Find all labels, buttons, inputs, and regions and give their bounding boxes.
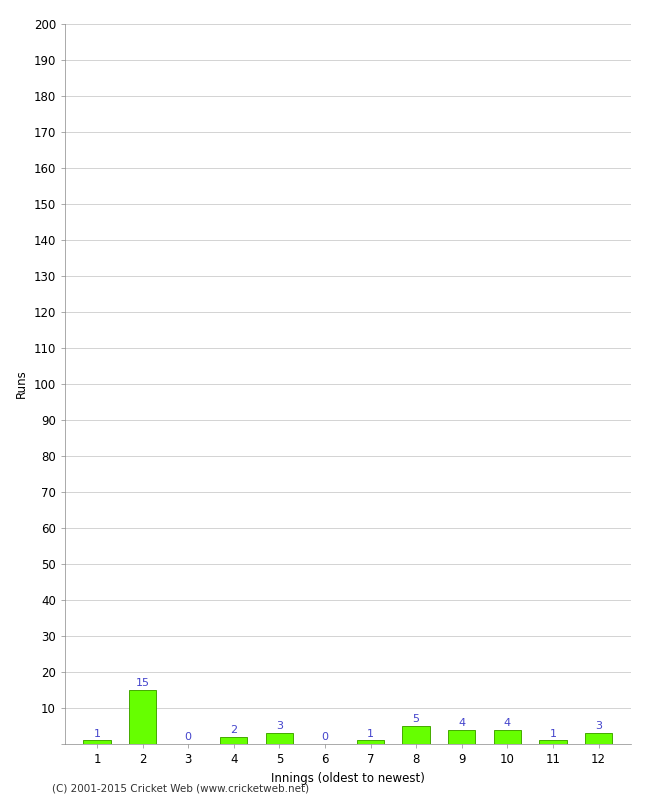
- Text: 2: 2: [230, 725, 237, 735]
- Bar: [540, 741, 567, 744]
- Bar: [494, 730, 521, 744]
- Text: 3: 3: [276, 722, 283, 731]
- Text: 15: 15: [136, 678, 150, 688]
- Bar: [220, 737, 248, 744]
- Bar: [585, 733, 612, 744]
- Bar: [357, 741, 384, 744]
- X-axis label: Innings (oldest to newest): Innings (oldest to newest): [271, 771, 424, 785]
- Text: 1: 1: [367, 729, 374, 738]
- Bar: [402, 726, 430, 744]
- Bar: [129, 690, 156, 744]
- Text: 0: 0: [322, 732, 328, 742]
- Text: (C) 2001-2015 Cricket Web (www.cricketweb.net): (C) 2001-2015 Cricket Web (www.cricketwe…: [52, 784, 309, 794]
- Text: 0: 0: [185, 732, 192, 742]
- Y-axis label: Runs: Runs: [15, 370, 28, 398]
- Text: 4: 4: [504, 718, 511, 728]
- Text: 3: 3: [595, 722, 602, 731]
- Bar: [83, 741, 111, 744]
- Bar: [448, 730, 475, 744]
- Text: 1: 1: [549, 729, 556, 738]
- Bar: [266, 733, 293, 744]
- Text: 1: 1: [94, 729, 100, 738]
- Text: 5: 5: [413, 714, 420, 724]
- Text: 4: 4: [458, 718, 465, 728]
